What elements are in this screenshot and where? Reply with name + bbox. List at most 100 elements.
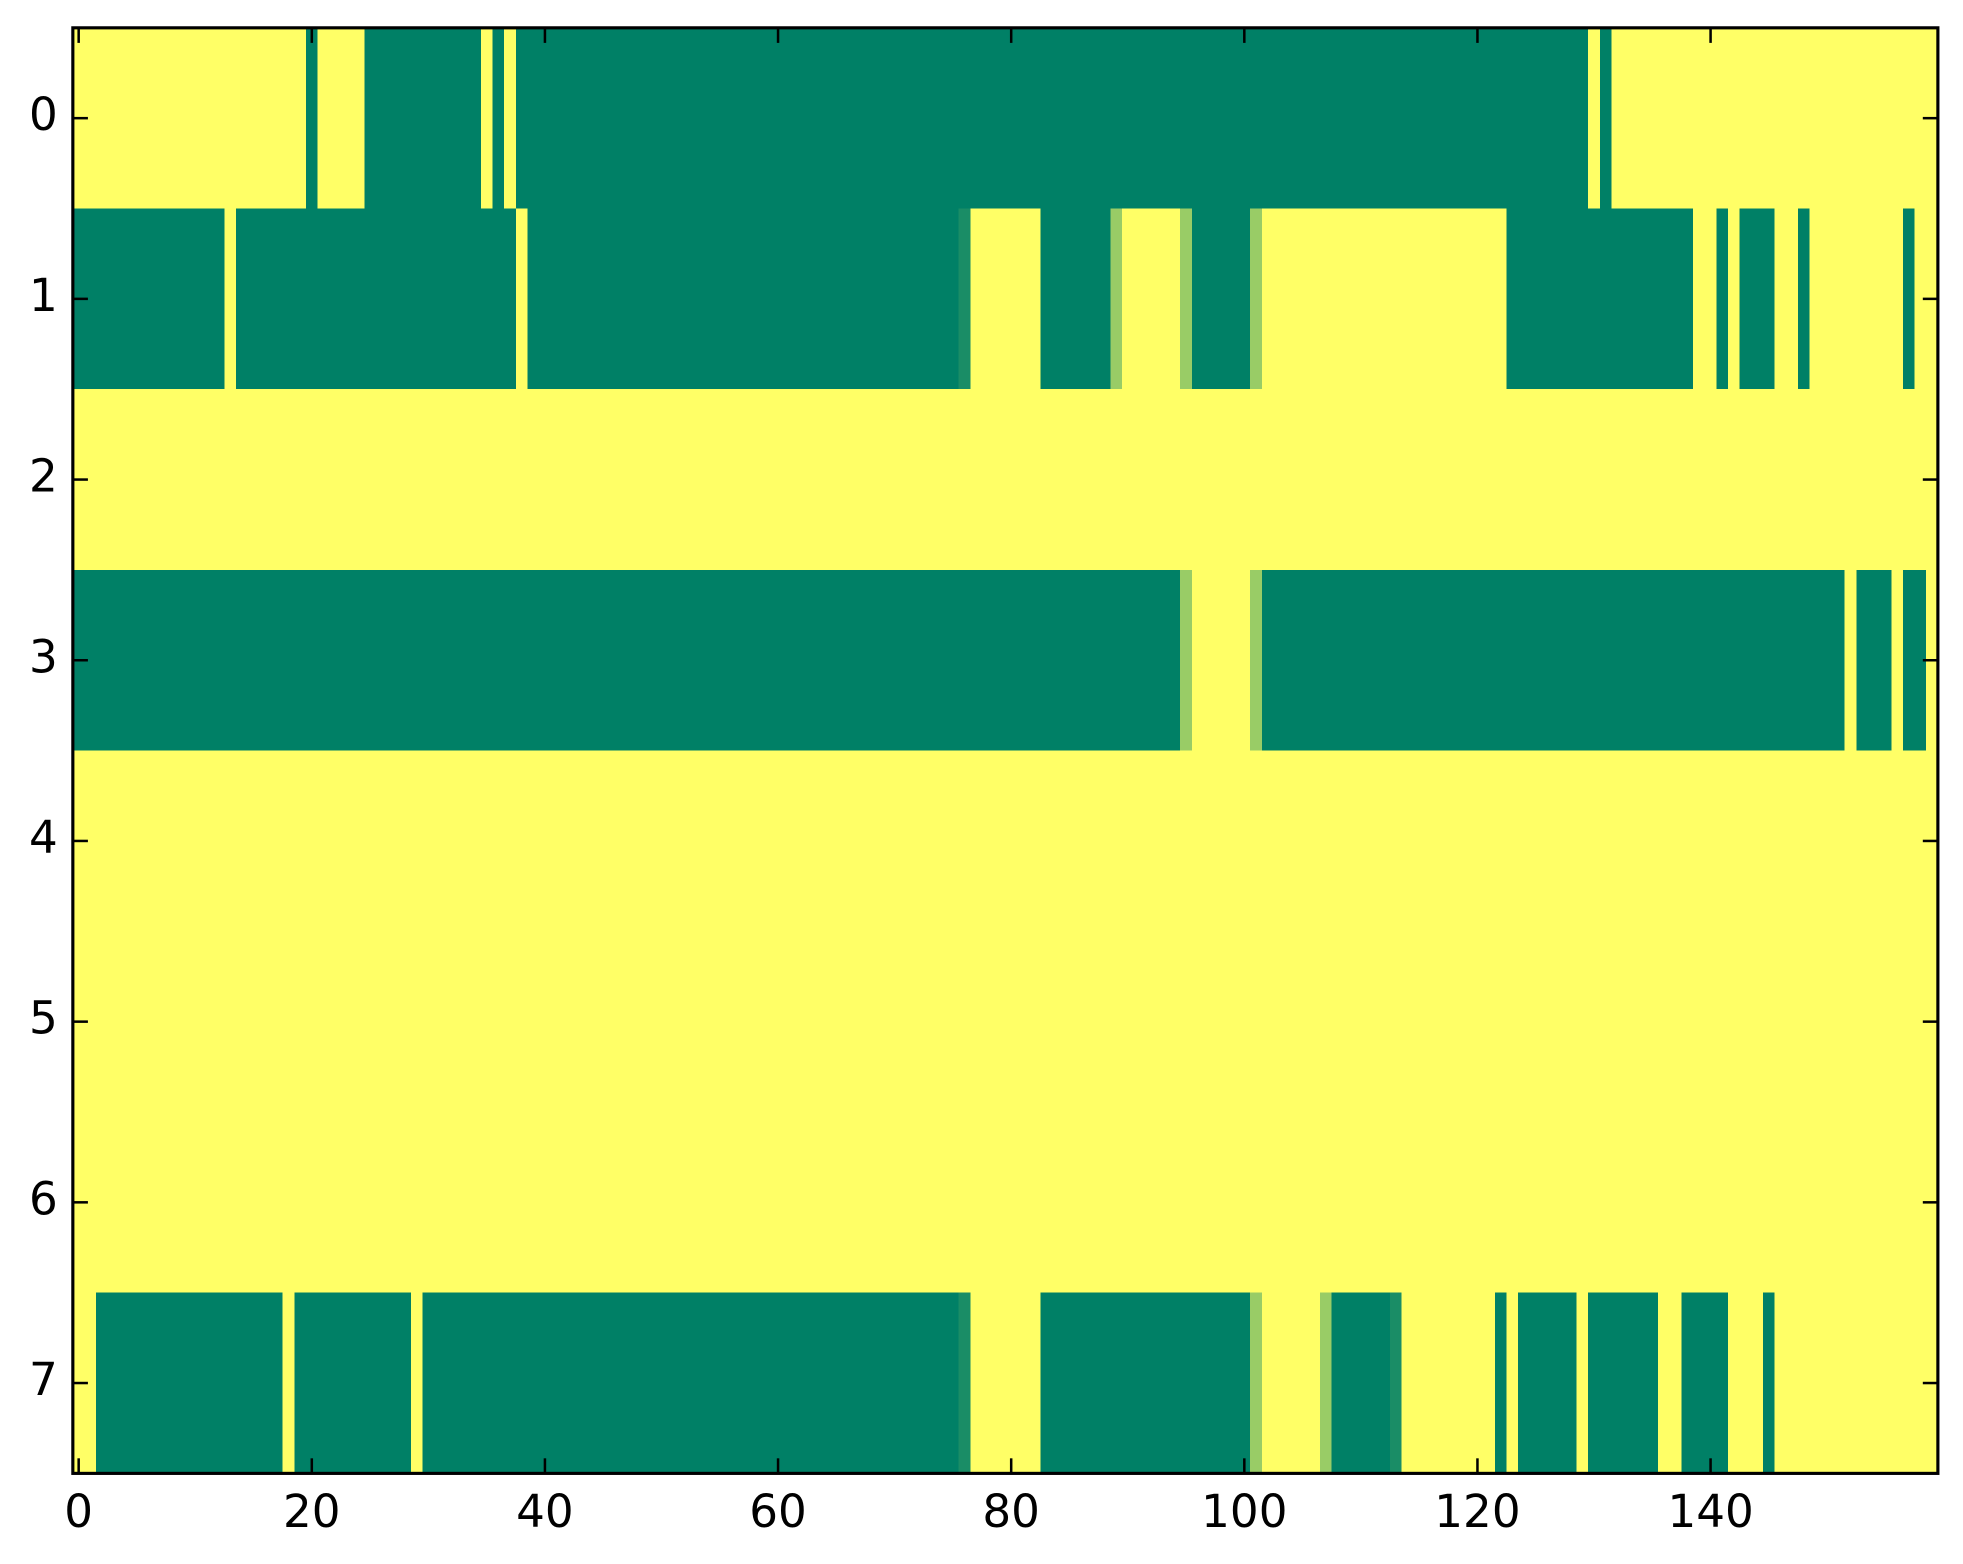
heatmap-cell — [760, 208, 773, 390]
heatmap-cell — [1704, 750, 1717, 932]
heatmap-cell — [1133, 208, 1146, 390]
heatmap-cell — [1599, 750, 1613, 932]
heatmap-cell — [422, 1111, 435, 1294]
heatmap-cell — [772, 931, 785, 1113]
heatmap-cell — [96, 569, 109, 752]
heatmap-cell — [1564, 389, 1578, 571]
heatmap-cell — [119, 750, 132, 932]
heatmap-cell — [236, 27, 249, 210]
heatmap-cell — [1273, 931, 1286, 1113]
heatmap-cell — [364, 1292, 377, 1474]
heatmap-cell — [1798, 569, 1811, 752]
heatmap-cell — [830, 750, 843, 932]
heatmap-cell — [1459, 208, 1473, 390]
heatmap-cell — [305, 208, 319, 390]
heatmap-cell — [1646, 750, 1659, 932]
heatmap-cell — [340, 931, 354, 1113]
heatmap-cell — [469, 27, 482, 210]
heatmap-cell — [282, 389, 295, 571]
heatmap-cell — [1331, 931, 1344, 1113]
heatmap-cell — [1588, 208, 1601, 390]
heatmap-cell — [1832, 931, 1846, 1113]
heatmap-cell — [399, 27, 412, 210]
heatmap-cell — [947, 1111, 960, 1294]
heatmap-cell — [305, 27, 319, 210]
heatmap-cell — [585, 1111, 598, 1294]
heatmap-cell — [1518, 1111, 1531, 1294]
heatmap-cell — [271, 389, 284, 571]
heatmap-cell — [1623, 931, 1636, 1113]
heatmap-cell — [236, 1111, 249, 1294]
heatmap-cell — [422, 931, 435, 1113]
heatmap-cell — [748, 1292, 762, 1474]
heatmap-cell — [1051, 1292, 1065, 1474]
heatmap-cell — [865, 750, 878, 932]
heatmap-cell — [795, 27, 808, 210]
heatmap-cell — [527, 1292, 540, 1474]
heatmap-cell — [1774, 931, 1787, 1113]
heatmap-cell — [352, 569, 365, 752]
heatmap-cell — [853, 389, 866, 571]
heatmap-cell — [527, 208, 540, 390]
heatmap-cell — [1028, 208, 1041, 390]
heatmap-cell — [935, 208, 948, 390]
heatmap-cell — [1914, 569, 1927, 752]
heatmap-cell — [1051, 750, 1065, 932]
heatmap-cell — [224, 208, 237, 390]
heatmap-cell — [1378, 208, 1391, 390]
heatmap-cell — [457, 569, 470, 752]
heatmap-cell — [1180, 931, 1193, 1113]
heatmap-cell — [1821, 389, 1834, 571]
heatmap-cell — [387, 1111, 400, 1294]
heatmap-cell — [1728, 1111, 1741, 1294]
heatmap-cell — [259, 208, 272, 390]
heatmap-cell — [713, 208, 727, 390]
heatmap-cell — [1588, 27, 1601, 210]
heatmap-cell — [1180, 27, 1193, 210]
heatmap-cell — [912, 931, 925, 1113]
heatmap-cell — [1518, 1292, 1531, 1474]
heatmap-cell — [1867, 208, 1881, 390]
heatmap-cell — [329, 208, 342, 390]
heatmap-cell — [1005, 750, 1018, 932]
heatmap-cell — [434, 1292, 447, 1474]
heatmap-cell — [1331, 750, 1344, 932]
heatmap-cell — [1156, 389, 1170, 571]
heatmap-cell — [1798, 1292, 1811, 1474]
heatmap-cell — [1343, 931, 1356, 1113]
heatmap-cell — [1366, 389, 1379, 571]
heatmap-cell — [1902, 389, 1916, 571]
heatmap-cell — [1459, 750, 1473, 932]
heatmap-cell — [1436, 389, 1449, 571]
heatmap-cell — [1611, 1111, 1624, 1294]
heatmap-cell — [1261, 27, 1274, 210]
heatmap-cell — [1494, 569, 1508, 752]
heatmap-cell — [982, 208, 995, 390]
heatmap-cell — [1471, 750, 1484, 932]
heatmap-cell — [1529, 931, 1543, 1113]
heatmap-cell — [818, 208, 832, 390]
heatmap-cell — [655, 750, 668, 932]
heatmap-cell — [1751, 27, 1764, 210]
heatmap-cell — [1856, 389, 1869, 571]
heatmap-cell — [212, 750, 225, 932]
heatmap-cell — [154, 208, 167, 390]
heatmap-cell — [1902, 750, 1916, 932]
heatmap-cell — [1238, 27, 1251, 210]
heatmap-cell — [1238, 389, 1251, 571]
heatmap-cell — [632, 27, 645, 210]
heatmap-cell — [1226, 1292, 1239, 1474]
heatmap-cell — [585, 389, 598, 571]
heatmap-cell — [1051, 208, 1065, 390]
heatmap-cell — [1541, 750, 1554, 932]
heatmap-cell — [1529, 569, 1543, 752]
heatmap-cell — [364, 27, 377, 210]
heatmap-cell — [201, 750, 214, 932]
heatmap-cell — [1331, 1111, 1344, 1294]
heatmap-cell — [1821, 1111, 1834, 1294]
heatmap-cell — [1040, 750, 1053, 932]
heatmap-cell — [1751, 750, 1764, 932]
heatmap-cell — [923, 208, 936, 390]
heatmap-cell — [142, 569, 155, 752]
x-tick-label: 60 — [749, 1485, 807, 1538]
